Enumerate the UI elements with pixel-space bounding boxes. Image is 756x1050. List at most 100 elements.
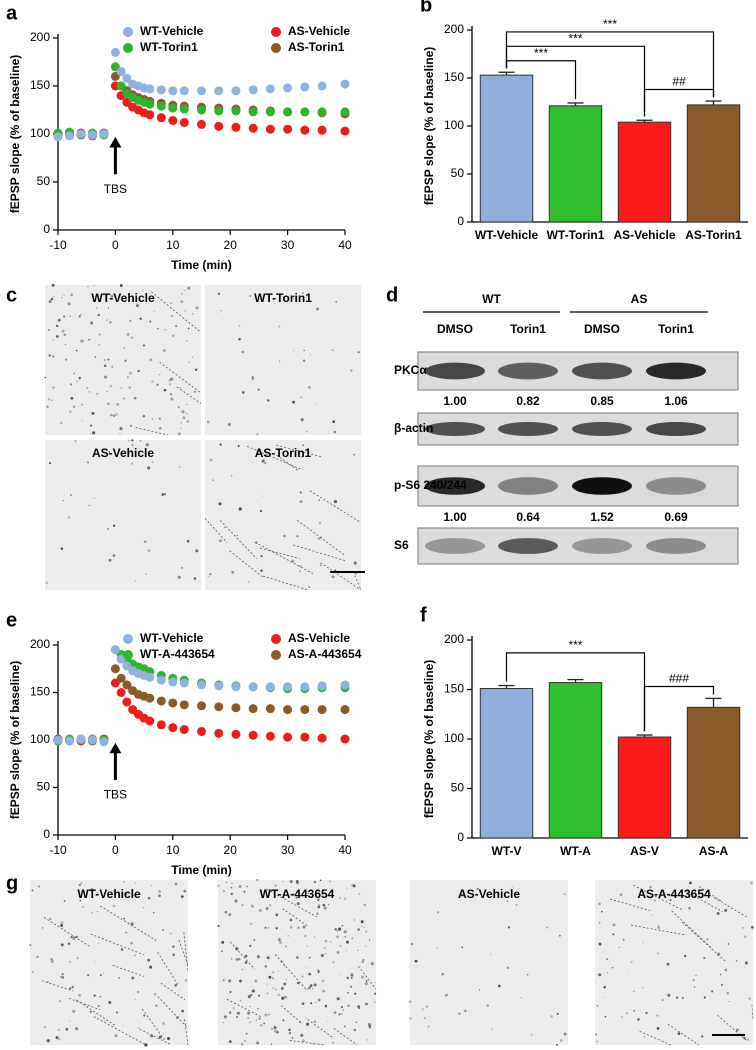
image-speck [666, 962, 670, 966]
image-speck [312, 988, 314, 990]
y-tick-label: 0 [43, 222, 50, 236]
image-speck [626, 972, 628, 974]
image-speck [336, 951, 340, 954]
image-speck [243, 1039, 246, 1042]
image-speck [346, 887, 348, 889]
image-bg [218, 880, 376, 1045]
image-speck [621, 1016, 623, 1018]
image-speck [299, 570, 301, 572]
image-speck [94, 961, 96, 963]
image-speck [125, 931, 128, 934]
image-speck [158, 894, 161, 898]
image-speck [129, 371, 132, 375]
image-speck [297, 926, 300, 930]
blot-band [425, 362, 485, 380]
image-speck [149, 320, 152, 323]
bar [479, 688, 534, 839]
image-speck [643, 1036, 646, 1038]
image-speck [251, 989, 255, 993]
image-speck [264, 965, 268, 968]
image-fiber [41, 980, 74, 992]
image-speck [221, 940, 225, 944]
data-point [197, 119, 206, 129]
image-speck [108, 558, 112, 562]
image-speck [595, 1033, 598, 1036]
image-speck [72, 935, 75, 938]
bar [548, 682, 603, 839]
image-speck [235, 958, 239, 961]
image-speck [223, 526, 226, 529]
image-speck [175, 325, 177, 327]
image-speck [150, 884, 153, 887]
y-axis-title: fEPSP slope (% of baseline) [8, 661, 22, 819]
image-speck [112, 904, 116, 908]
image-speck [277, 970, 280, 972]
image-speck [143, 1014, 146, 1017]
image-speck [238, 325, 241, 327]
image-speck [735, 1028, 739, 1032]
data-point [110, 664, 120, 674]
image-speck [186, 420, 190, 423]
image-fiber [686, 891, 723, 913]
y-tick-label: 100 [444, 118, 464, 132]
image-speck [228, 1011, 232, 1014]
image-speck [225, 881, 228, 884]
image-speck [266, 983, 268, 985]
data-point [214, 702, 224, 712]
image-speck [289, 918, 293, 922]
image-speck [246, 885, 248, 888]
x-tick-label: 40 [338, 843, 352, 857]
image-speck [260, 569, 263, 572]
image-speck [598, 973, 602, 977]
image-speck [151, 380, 154, 383]
x-tick-label: AS-Torin1 [685, 228, 742, 242]
data-point [317, 681, 327, 691]
image-speck [137, 1026, 140, 1029]
image-speck [604, 1015, 607, 1018]
image-speck [323, 906, 327, 910]
image-speck [354, 992, 357, 995]
image-speck [285, 945, 287, 948]
image-speck [133, 396, 137, 400]
image-speck [127, 376, 129, 378]
image-speck [241, 968, 244, 971]
data-point [116, 81, 126, 91]
image-speck [370, 962, 374, 966]
image-speck [249, 1005, 251, 1008]
data-point [110, 645, 120, 655]
image-speck [75, 1027, 79, 1031]
data-point [248, 682, 258, 692]
image-speck [131, 439, 134, 442]
data-point [145, 110, 155, 120]
data-point [317, 125, 327, 135]
image-speck [563, 893, 566, 896]
image-speck [169, 302, 173, 305]
image-speck [143, 540, 147, 544]
image-speck [162, 929, 164, 931]
data-point [197, 86, 206, 96]
image-speck [743, 1036, 746, 1040]
image-speck [563, 1032, 567, 1036]
image-speck [81, 404, 83, 406]
image-speck [180, 422, 182, 424]
image-speck [346, 976, 349, 980]
image-speck [67, 302, 71, 306]
image-speck [243, 890, 246, 893]
blot-band [572, 477, 632, 495]
data-point [231, 122, 241, 132]
image-speck [727, 943, 730, 945]
data-point [340, 680, 350, 690]
image-speck [259, 1024, 263, 1027]
image-speck [180, 300, 184, 304]
image-speck [145, 573, 147, 575]
image-speck [75, 349, 78, 352]
image-speck [596, 1040, 598, 1043]
x-tick-label: 40 [338, 238, 352, 252]
image-speck [107, 402, 110, 406]
image-speck [436, 947, 439, 949]
image-speck [300, 418, 304, 422]
image-speck [158, 890, 162, 893]
image-speck [368, 1026, 371, 1029]
image-speck [60, 943, 64, 947]
image-speck [186, 539, 190, 543]
